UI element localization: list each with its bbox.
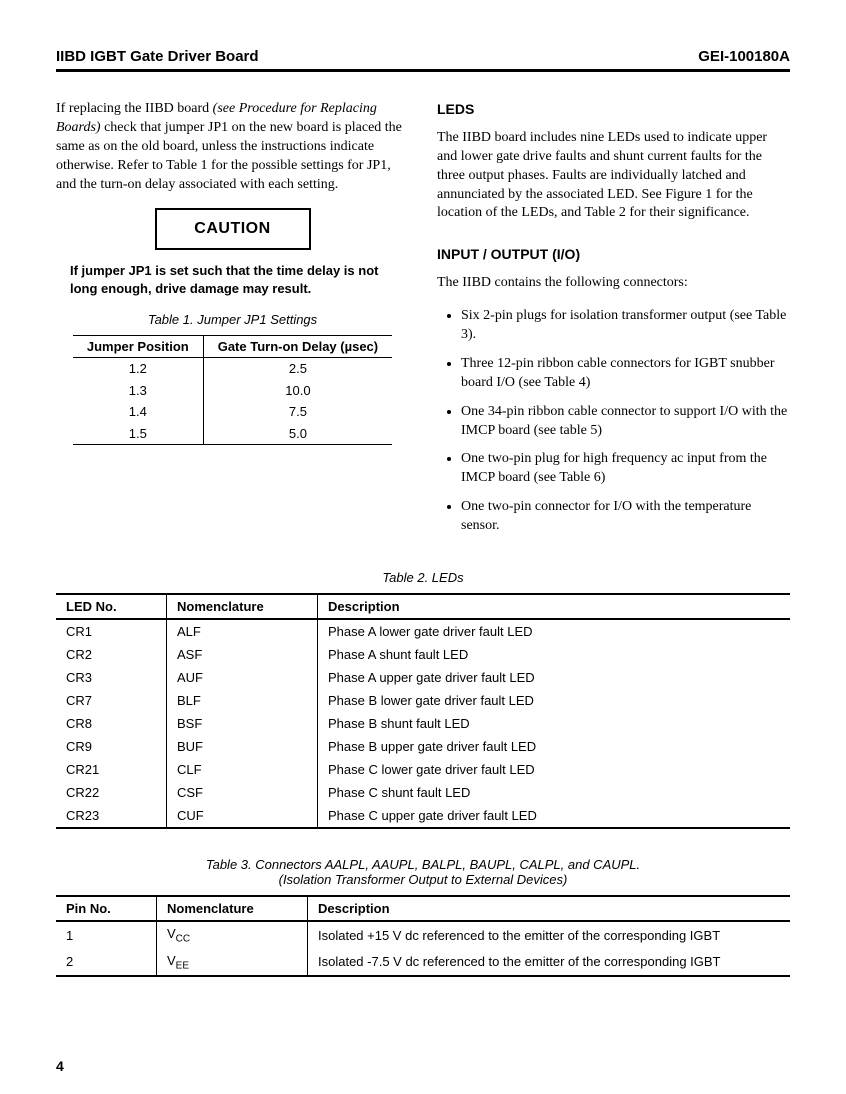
- table-row: 1.47.5: [73, 401, 392, 423]
- header-docid: GEI-100180A: [698, 48, 790, 65]
- table2-col1: LED No.: [56, 594, 167, 619]
- table-row: 1 VCC Isolated +15 V dc referenced to th…: [56, 921, 790, 949]
- table2-col3: Description: [318, 594, 791, 619]
- table1-col1: Jumper Position: [73, 335, 203, 358]
- leds-heading: LEDS: [437, 100, 790, 119]
- left-column: If replacing the IIBD board (see Procedu…: [56, 100, 409, 546]
- table-row: 1.55.0: [73, 423, 392, 445]
- page: IIBD IGBT Gate Driver Board GEI-100180A …: [0, 0, 846, 1094]
- two-column-body: If replacing the IIBD board (see Procedu…: [56, 100, 790, 546]
- list-item: One 34-pin ribbon cable connector to sup…: [461, 403, 790, 441]
- io-heading: INPUT / OUTPUT (I/O): [437, 245, 790, 264]
- table-row: CR23CUFPhase C upper gate driver fault L…: [56, 804, 790, 828]
- table3-col2: Nomenclature: [157, 896, 308, 921]
- table-row: CR9BUFPhase B upper gate driver fault LE…: [56, 735, 790, 758]
- table3-caption-line1: Table 3. Connectors AALPL, AAUPL, BALPL,…: [206, 857, 640, 872]
- table2-col2: Nomenclature: [167, 594, 318, 619]
- caution-label: CAUTION: [194, 220, 270, 237]
- table3-caption: Table 3. Connectors AALPL, AAUPL, BALPL,…: [56, 857, 790, 887]
- table-row: 2 VEE Isolated -7.5 V dc referenced to t…: [56, 949, 790, 977]
- header-title: IIBD IGBT Gate Driver Board: [56, 48, 259, 65]
- list-item: One two-pin connector for I/O with the t…: [461, 498, 790, 536]
- caution-box: CAUTION: [155, 208, 311, 250]
- page-number: 4: [56, 1058, 64, 1074]
- list-item: Three 12-pin ribbon cable connectors for…: [461, 355, 790, 393]
- intro-text-c: check that jumper JP1 on the new board i…: [56, 120, 402, 192]
- table1-caption: Table 1. Jumper JP1 Settings: [56, 311, 409, 329]
- table1-col2: Gate Turn-on Delay (µsec): [203, 335, 392, 358]
- table-row: CR2ASFPhase A shunt fault LED: [56, 643, 790, 666]
- table-row: CR8BSFPhase B shunt fault LED: [56, 712, 790, 735]
- table2-caption: Table 2. LEDs: [56, 570, 790, 585]
- io-intro: The IIBD contains the following connecto…: [437, 274, 790, 293]
- table-row: CR1ALFPhase A lower gate driver fault LE…: [56, 619, 790, 643]
- nomenclature-cell: VEE: [157, 949, 308, 977]
- intro-paragraph: If replacing the IIBD board (see Procedu…: [56, 100, 409, 194]
- table2: LED No. Nomenclature Description CR1ALFP…: [56, 593, 790, 829]
- table3-col1: Pin No.: [56, 896, 157, 921]
- caution-text: If jumper JP1 is set such that the time …: [70, 262, 395, 297]
- table3-caption-line2: (Isolation Transformer Output to Externa…: [279, 872, 568, 887]
- table-row: 1.310.0: [73, 380, 392, 402]
- io-bullet-list: Six 2-pin plugs for isolation transforme…: [437, 307, 790, 536]
- header-bar: IIBD IGBT Gate Driver Board GEI-100180A: [56, 48, 790, 72]
- list-item: One two-pin plug for high frequency ac i…: [461, 450, 790, 488]
- intro-text-a: If replacing the IIBD board: [56, 101, 213, 116]
- table-row: CR3AUFPhase A upper gate driver fault LE…: [56, 666, 790, 689]
- table-row: CR7BLFPhase B lower gate driver fault LE…: [56, 689, 790, 712]
- table-row: 1.22.5: [73, 358, 392, 380]
- list-item: Six 2-pin plugs for isolation transforme…: [461, 307, 790, 345]
- table1: Jumper Position Gate Turn-on Delay (µsec…: [73, 335, 392, 446]
- leds-paragraph: The IIBD board includes nine LEDs used t…: [437, 129, 790, 223]
- table3: Pin No. Nomenclature Description 1 VCC I…: [56, 895, 790, 977]
- table-row: CR21CLFPhase C lower gate driver fault L…: [56, 758, 790, 781]
- table-row: CR22CSFPhase C shunt fault LED: [56, 781, 790, 804]
- right-column: LEDS The IIBD board includes nine LEDs u…: [437, 100, 790, 546]
- nomenclature-cell: VCC: [157, 921, 308, 949]
- table3-col3: Description: [308, 896, 791, 921]
